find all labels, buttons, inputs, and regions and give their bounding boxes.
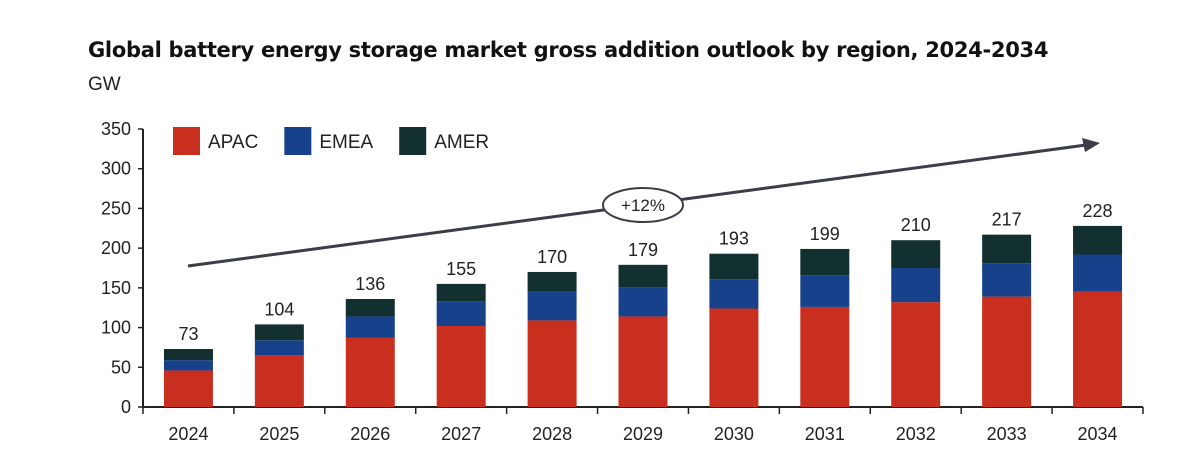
bar-apac-2027 — [436, 325, 486, 407]
bar-amer-2030 — [709, 253, 759, 280]
bar-amer-2031 — [800, 248, 850, 276]
bar-amer-2024 — [163, 349, 213, 361]
bar-apac-2026 — [345, 337, 395, 407]
bar-emea-2029 — [618, 287, 668, 317]
bar-apac-2029 — [618, 316, 668, 407]
total-label-2024: 73 — [178, 324, 198, 344]
bar-amer-2032 — [891, 240, 941, 268]
x-tick-label-2028: 2028 — [532, 424, 572, 444]
legend-swatch-emea — [284, 127, 312, 155]
total-label-2029: 179 — [628, 240, 658, 260]
x-tick-label-2034: 2034 — [1078, 424, 1118, 444]
x-tick-label-2026: 2026 — [350, 424, 390, 444]
bar-amer-2029 — [618, 264, 668, 288]
bar-apac-2031 — [800, 306, 850, 407]
total-label-2034: 228 — [1083, 201, 1113, 221]
total-label-2027: 155 — [446, 259, 476, 279]
legend-label-emea: EMEA — [319, 132, 373, 153]
total-label-2028: 170 — [537, 247, 567, 267]
legend-label-apac: APAC — [208, 132, 258, 153]
bar-emea-2024 — [163, 360, 213, 371]
x-tick-label-2033: 2033 — [987, 424, 1027, 444]
bar-emea-2033 — [982, 263, 1032, 297]
y-axis-unit: GW — [88, 74, 121, 95]
bar-emea-2034 — [1073, 254, 1123, 292]
bar-amer-2027 — [436, 283, 486, 302]
legend-swatch-apac — [173, 127, 200, 155]
bar-apac-2033 — [982, 296, 1032, 407]
bar-apac-2025 — [254, 355, 304, 407]
chart-title: Global battery energy storage market gro… — [88, 38, 1049, 62]
bar-emea-2031 — [800, 275, 850, 307]
bar-emea-2027 — [436, 301, 486, 326]
x-tick-label-2030: 2030 — [714, 424, 754, 444]
x-tick-label-2025: 2025 — [259, 424, 299, 444]
x-tick-label-2024: 2024 — [168, 424, 208, 444]
x-tick-label-2032: 2032 — [896, 424, 936, 444]
y-tick-label: 300 — [101, 159, 131, 179]
bar-amer-2026 — [345, 298, 395, 317]
x-tick-label-2029: 2029 — [623, 424, 663, 444]
total-label-2025: 104 — [264, 299, 294, 319]
bar-apac-2028 — [527, 320, 577, 407]
y-tick-label: 250 — [101, 198, 131, 218]
x-tick-label-2031: 2031 — [805, 424, 845, 444]
bar-amer-2033 — [982, 234, 1032, 264]
y-tick-label: 150 — [101, 278, 131, 298]
y-tick-label: 100 — [101, 318, 131, 338]
growth-annotation-ellipse — [602, 187, 684, 223]
total-label-2031: 199 — [810, 224, 840, 244]
y-tick-label: 350 — [101, 119, 131, 139]
y-tick-label: 50 — [111, 357, 131, 377]
bar-apac-2034 — [1073, 291, 1123, 407]
total-label-2033: 217 — [992, 210, 1022, 230]
bar-emea-2026 — [345, 316, 395, 338]
bar-emea-2025 — [254, 340, 304, 356]
bar-apac-2030 — [709, 308, 759, 407]
legend-swatch-amer — [399, 127, 427, 155]
bar-emea-2030 — [709, 279, 759, 309]
bar-emea-2028 — [527, 291, 577, 321]
y-tick-label: 200 — [101, 238, 131, 258]
bar-amer-2034 — [1073, 225, 1123, 255]
bar-amer-2025 — [254, 324, 304, 341]
bar-apac-2024 — [163, 370, 213, 407]
total-label-2032: 210 — [901, 215, 931, 235]
x-tick-label-2027: 2027 — [441, 424, 481, 444]
bar-amer-2028 — [527, 271, 577, 292]
trend-arrow-head-icon — [1082, 138, 1100, 152]
y-tick-label: 0 — [121, 397, 131, 417]
bar-apac-2032 — [891, 302, 941, 407]
legend-label-amer: AMER — [434, 132, 489, 153]
total-label-2026: 136 — [355, 274, 385, 294]
growth-annotation-label: +12% — [621, 196, 665, 215]
bar-emea-2032 — [891, 268, 941, 303]
total-label-2030: 193 — [719, 229, 749, 249]
